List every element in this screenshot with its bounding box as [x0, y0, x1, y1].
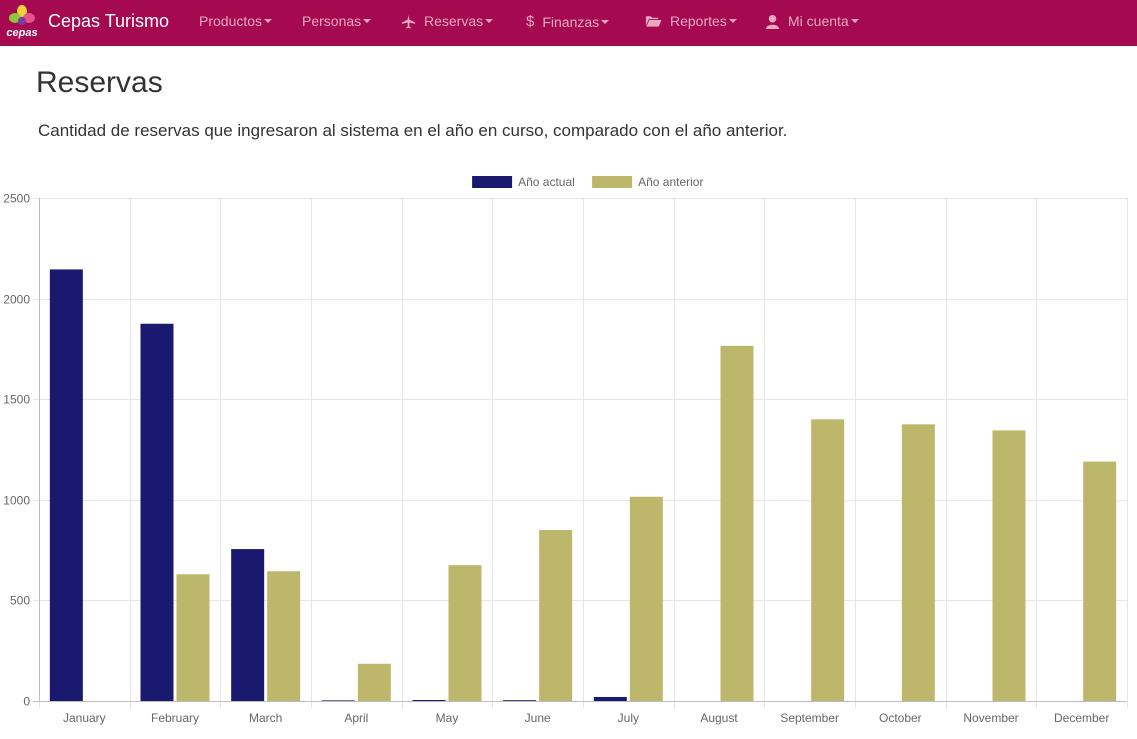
y-tick-label: 2500 [3, 192, 30, 206]
nav-productos[interactable]: Productos [199, 13, 273, 29]
bar-anio-actual [412, 699, 446, 701]
bar-anio-actual [49, 269, 83, 701]
nav-personas[interactable]: Personas [302, 13, 372, 29]
y-tick-label: 500 [10, 594, 30, 608]
caret-down-icon [850, 19, 859, 23]
caret-down-icon [264, 19, 273, 23]
logo-text: cepas [6, 27, 37, 39]
nav-productos-label: Productos [199, 13, 263, 29]
nav-personas-label: Personas [302, 13, 362, 29]
legend-label-anio-actual: Año actual [518, 175, 575, 189]
x-tick-label: September [780, 711, 839, 725]
bar-anio-actual [593, 696, 627, 701]
navbar: cepas Cepas Turismo Productos Personas R… [0, 0, 1137, 46]
x-tick-label: June [525, 711, 551, 725]
nav-reservas-label: Reservas [424, 13, 484, 29]
x-tick-label: May [436, 711, 459, 725]
bar-anio-anterior [357, 663, 391, 701]
reservas-bar-chart: 0 500 1000 1500 2000 2500 January February March… [3, 175, 1128, 725]
nav-reportes[interactable]: Reportes [645, 13, 737, 29]
caret-down-icon [728, 19, 737, 23]
bar-anio-actual [503, 700, 537, 701]
bar-anio-anterior [1083, 461, 1117, 701]
nav-mi-cuenta[interactable]: Mi cuenta [765, 13, 859, 29]
caret-down-icon [363, 19, 372, 23]
caret-down-icon [485, 19, 494, 23]
page-title: Reservas [36, 66, 163, 99]
folder-open-icon [645, 16, 662, 27]
user-icon [765, 14, 780, 29]
legend-swatch-anio-anterior [592, 176, 633, 188]
nav-finanzas-label: Finanzas [542, 13, 600, 30]
x-tick-label: December [1054, 711, 1109, 725]
y-tick-label: 1000 [3, 494, 30, 508]
cepas-logo[interactable]: cepas [4, 3, 40, 43]
dollar-icon: $ [526, 13, 535, 30]
bar-anio-anterior [992, 430, 1026, 701]
x-tick-label: March [249, 711, 282, 725]
nav-finanzas[interactable]: $ Finanzas [526, 13, 610, 30]
bar-anio-anterior [629, 496, 663, 701]
bar-anio-actual [231, 549, 265, 701]
y-tick-label: 1500 [3, 393, 30, 407]
bar-anio-anterior [901, 424, 935, 701]
nav-mi-cuenta-label: Mi cuenta [788, 13, 849, 29]
bar-anio-anterior [448, 565, 482, 701]
x-tick-label: January [63, 711, 106, 725]
bar-anio-anterior [720, 345, 754, 701]
bar-anio-anterior [267, 571, 301, 701]
bar-anio-anterior [811, 419, 845, 701]
x-tick-label: August [700, 711, 738, 725]
x-tick-label: April [344, 711, 368, 725]
y-tick-label: 2000 [3, 293, 30, 307]
caret-down-icon [601, 19, 610, 24]
x-tick-label: October [879, 711, 922, 725]
plane-icon [401, 14, 416, 29]
x-tick-label: July [618, 711, 639, 725]
bar-anio-actual [140, 323, 174, 701]
nav-reportes-label: Reportes [670, 13, 727, 29]
bar-anio-anterior [176, 574, 210, 701]
x-tick-label: February [151, 711, 199, 725]
page-description: Cantidad de reservas que ingresaron al s… [38, 121, 788, 140]
y-tick-label: 0 [23, 695, 30, 709]
bar-anio-anterior [539, 529, 573, 701]
x-tick-label: November [963, 711, 1018, 725]
legend-label-anio-anterior: Año anterior [638, 175, 703, 189]
brand-link[interactable]: Cepas Turismo [48, 11, 170, 31]
bar-anio-actual [321, 700, 355, 701]
legend-swatch-anio-actual [472, 176, 513, 188]
nav-reservas[interactable]: Reservas [401, 13, 494, 29]
